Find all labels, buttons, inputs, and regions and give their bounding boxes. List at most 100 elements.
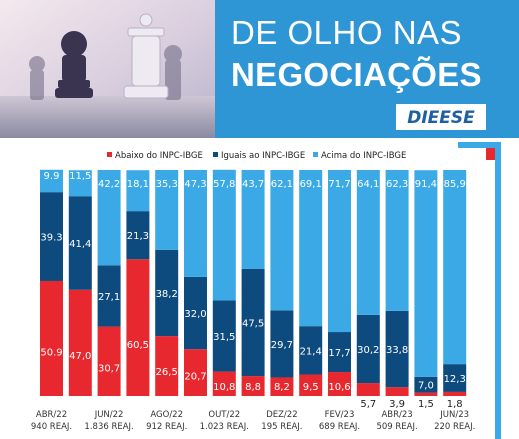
data-label: 26,5 (156, 367, 178, 378)
data-label: 8,8 (245, 382, 261, 393)
bar-segment (356, 170, 380, 315)
data-label: 47,0 (69, 351, 91, 362)
bar-segment (299, 374, 323, 396)
bar-segment (184, 170, 207, 277)
data-label: 5,7 (360, 399, 376, 410)
x-tick-count: 195 REAJ. (261, 422, 302, 432)
bar-segment (270, 310, 294, 378)
data-label: 30,2 (357, 345, 379, 356)
bar-segment (40, 280, 63, 396)
bar-segment (270, 377, 294, 396)
data-label: 62,1 (271, 179, 293, 190)
data-label: 39.3 (40, 233, 62, 244)
data-label: 50.9 (40, 348, 62, 359)
bar-segment (385, 387, 409, 396)
page-title-line1: DE OLHO NAS (231, 14, 463, 51)
x-tick-month: JUN/23 (439, 410, 469, 420)
data-label: 10,6 (328, 382, 350, 393)
legend-label: Iguais ao INPC-IBGE (221, 151, 305, 161)
data-label: 62,3 (386, 179, 408, 190)
x-tick-month: ABR/23 (381, 410, 412, 420)
data-label: 10,8 (213, 382, 235, 393)
data-label: 60,5 (127, 340, 149, 351)
data-label: 8,2 (274, 382, 290, 393)
data-label: 71,7 (328, 179, 350, 190)
bar-segment (241, 268, 265, 377)
legend-label: Acima do INPC-IBGE (321, 151, 406, 161)
data-label: 30,7 (98, 364, 120, 375)
data-label: 31,5 (213, 332, 235, 343)
data-label: 43,7 (242, 179, 264, 190)
data-label: 69,1 (300, 179, 322, 190)
page-title-line2: NEGOCIAÇÕES (231, 56, 482, 93)
bar-segment (443, 391, 467, 396)
x-tick-month: FEV/23 (325, 410, 355, 420)
data-label: 42,2 (98, 179, 120, 190)
bar-segment (97, 326, 121, 396)
x-tick-month: OUT/22 (208, 410, 240, 420)
bar-segment (155, 336, 179, 396)
bar-segment (414, 170, 438, 377)
bar-segment (212, 300, 236, 372)
bar-segment (328, 372, 351, 396)
bar-segment (443, 364, 467, 392)
data-label: 9,5 (303, 382, 319, 393)
data-label: 11,5 (69, 171, 91, 182)
bar-segment (184, 349, 207, 396)
bar-segment (241, 376, 265, 396)
data-label: 38,2 (156, 289, 178, 300)
x-tick-count: 509 REAJ. (376, 422, 417, 432)
data-label: 85,9 (444, 179, 466, 190)
bar-segment (68, 289, 92, 396)
x-tick-month: DEZ/22 (266, 410, 297, 420)
bar-segment (443, 170, 467, 365)
bar-segment (155, 170, 179, 250)
bar-segment (212, 169, 236, 301)
legend-swatch (107, 152, 112, 157)
bar-segment (328, 332, 351, 373)
data-label: 17,7 (328, 348, 350, 359)
legend-swatch (213, 152, 218, 157)
data-label: 21,4 (300, 346, 322, 357)
x-tick-month: JUN/22 (94, 410, 124, 420)
data-label: 1,5 (418, 399, 434, 410)
bar-segment (68, 170, 92, 197)
bar-segment (155, 249, 179, 337)
legend-swatch (313, 152, 318, 157)
chart-legend: Abaixo do INPC-IBGE Iguais ao INPC-IBGE Ac… (107, 151, 406, 161)
decorative-frame (458, 142, 501, 439)
bar-segment (356, 314, 380, 384)
bar-segment (328, 170, 351, 333)
bar-segment (385, 310, 409, 388)
chess-pieces-photo (0, 0, 215, 138)
bar-segment (126, 259, 150, 396)
bar-segment (299, 326, 323, 375)
bar-segment (270, 170, 294, 311)
bar-segment (126, 170, 150, 212)
x-tick-count: 1.023 REAJ. (200, 422, 249, 432)
data-label: 1,8 (447, 399, 463, 410)
dieese-logo: DIEESE (396, 104, 486, 130)
data-label: 21,3 (127, 231, 149, 242)
x-tick-count: 220 REAJ. (434, 422, 475, 432)
bar-segment (97, 265, 121, 327)
bar-segment (385, 170, 409, 311)
x-tick-count: 689 REAJ. (319, 422, 360, 432)
bar-segment (299, 170, 323, 327)
data-label: 20,7 (184, 372, 206, 383)
data-label: 27,1 (98, 292, 120, 303)
data-label: 12,3 (444, 374, 466, 385)
x-tick-month: ABR/22 (36, 410, 67, 420)
header-banner: DE OLHO NAS NEGOCIAÇÕES DIEESE (0, 0, 519, 138)
data-label: 29,7 (271, 340, 293, 351)
svg-text:DIEESE: DIEESE (407, 108, 475, 128)
data-label: 41,4 (69, 239, 91, 250)
data-label: 33,8 (386, 345, 408, 356)
bar-segment (414, 376, 438, 393)
bar-segment (184, 276, 207, 350)
x-tick-count: 912 REAJ. (146, 422, 187, 432)
legend-label: Abaixo do INPC-IBGE (115, 151, 203, 161)
stacked-bar-chart: Abaixo do INPC-IBGE Iguais ao INPC-IBGE Ac… (31, 142, 501, 439)
data-label: 57,8 (213, 179, 235, 190)
data-label: 32,0 (184, 309, 206, 320)
